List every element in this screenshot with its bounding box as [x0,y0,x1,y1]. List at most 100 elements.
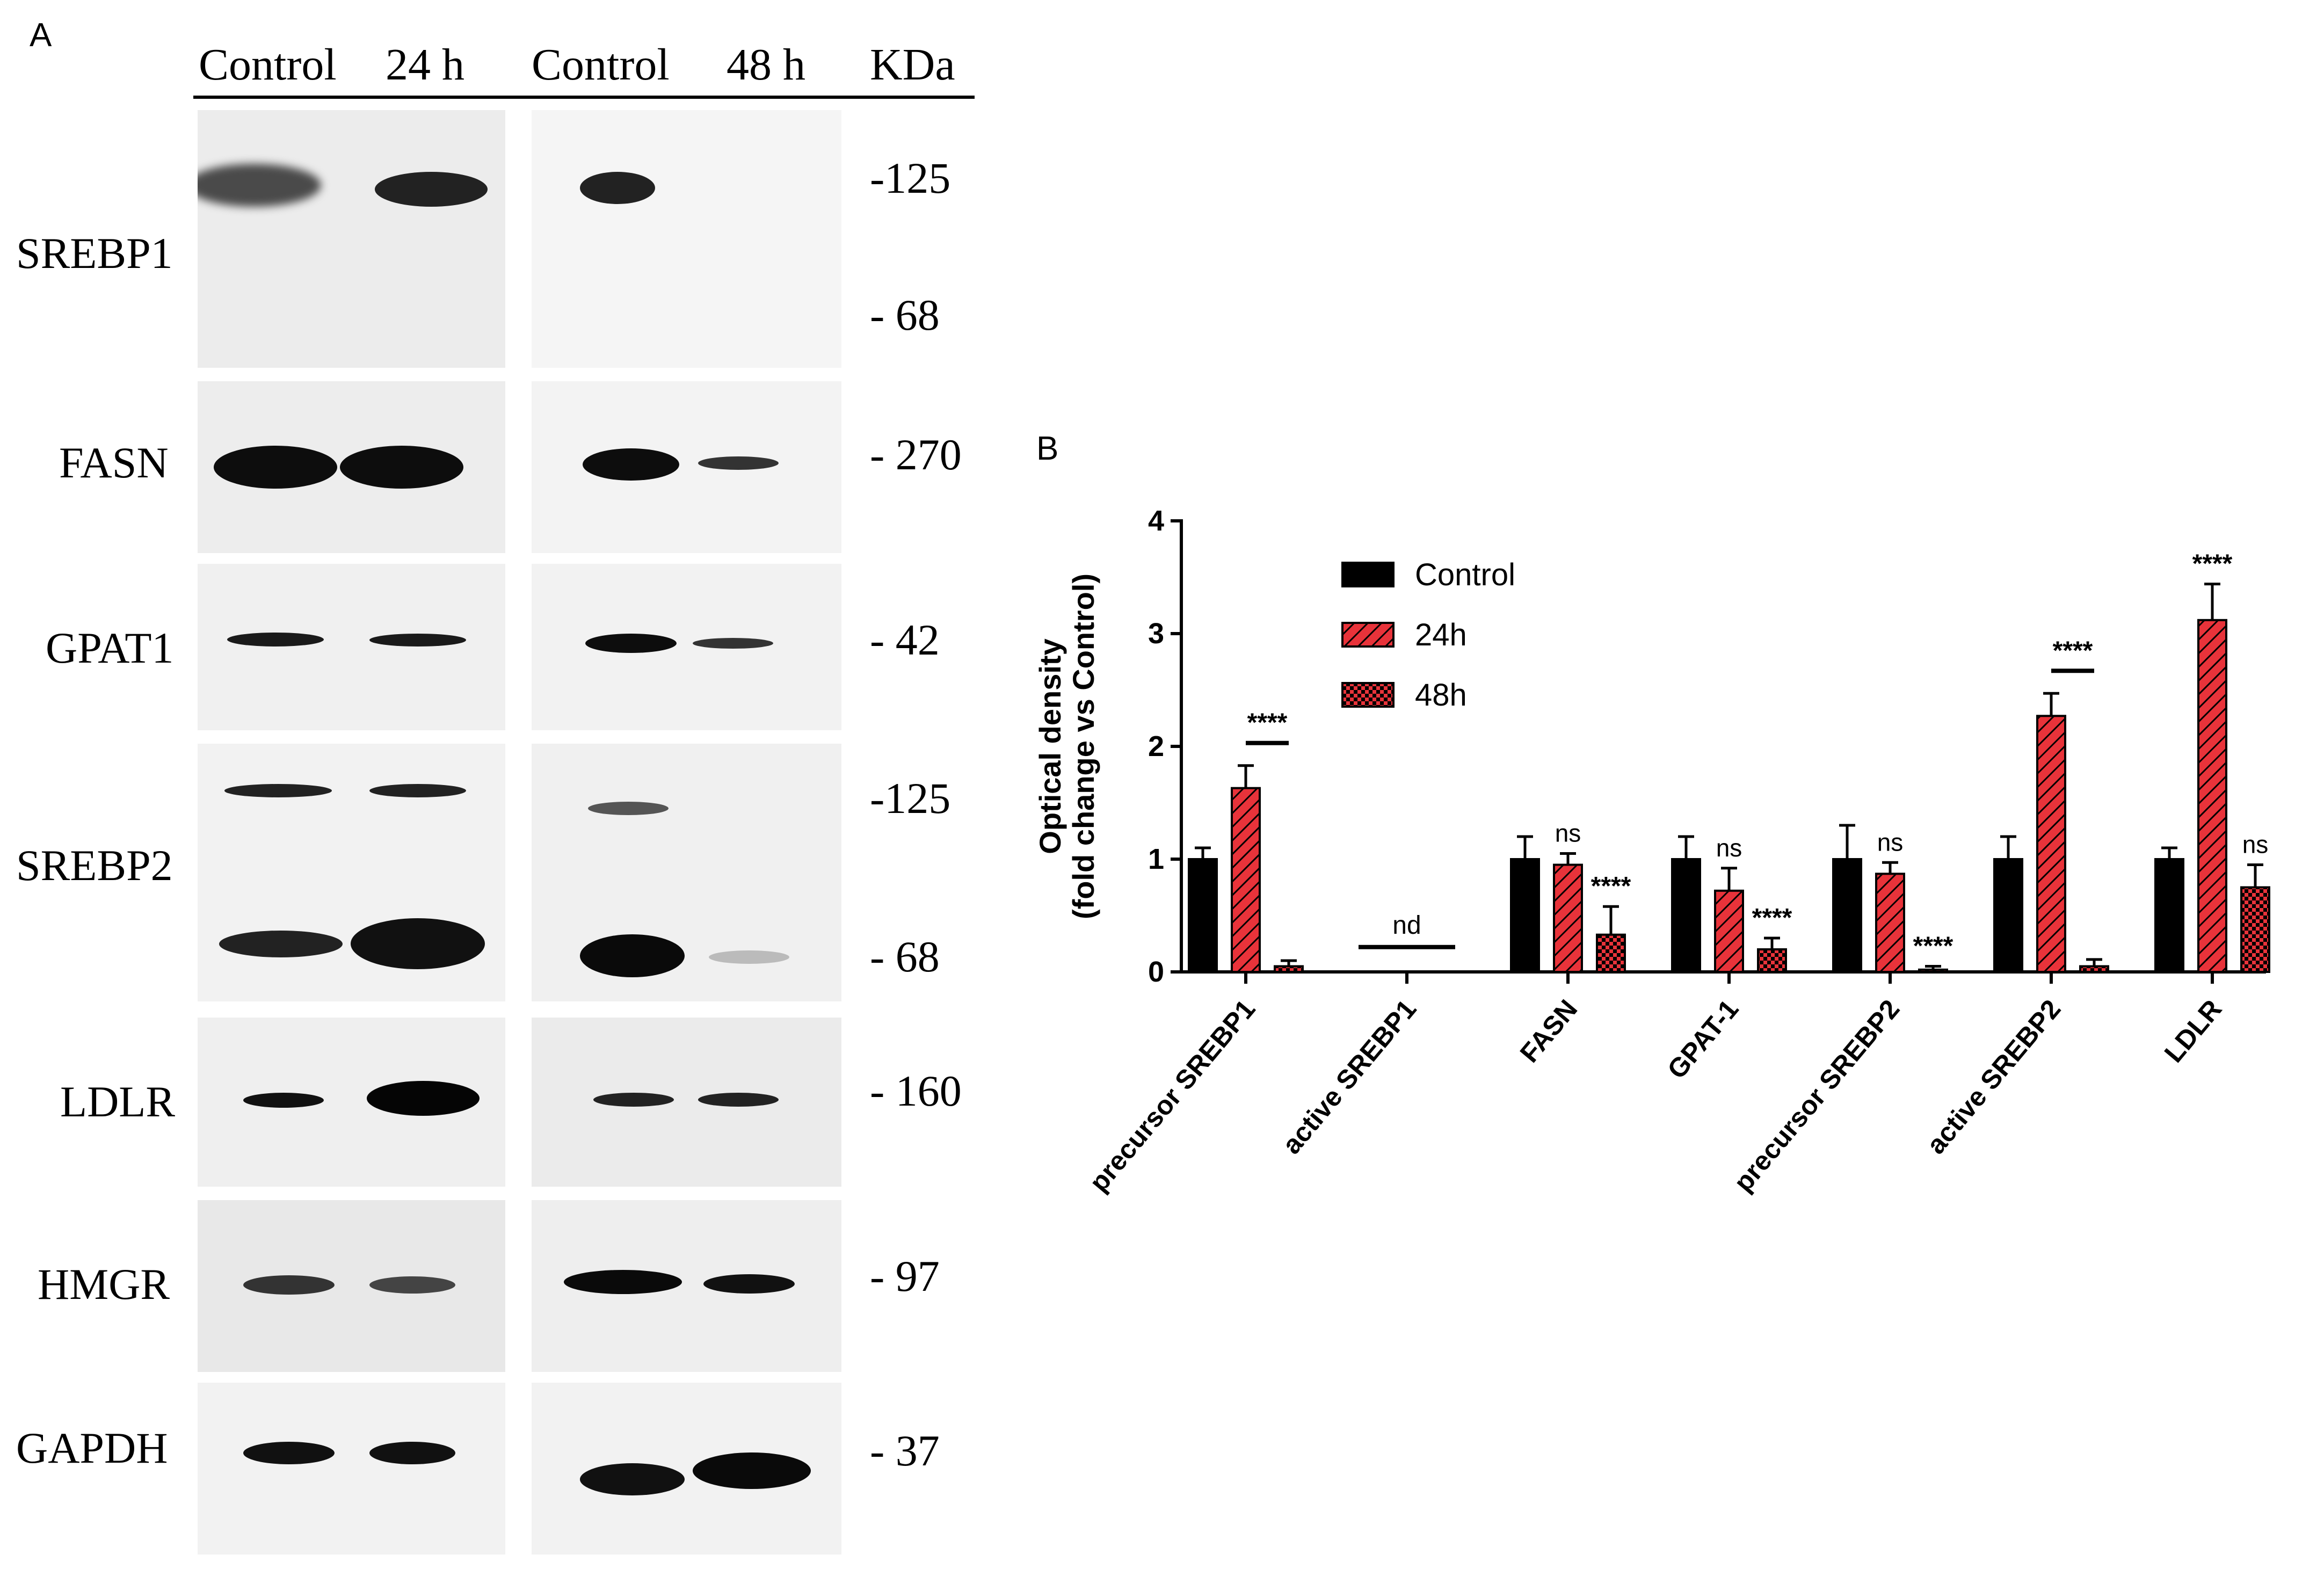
blot-gpat1-left [198,564,505,730]
blot-band [580,1463,685,1495]
kda-marker-125-a: -125 [870,154,951,202]
annotation-significance: **** [1913,932,1953,961]
bar [1671,858,1701,973]
protein-label-srebp1: SREBP1 [16,229,173,278]
blot-gapdh-left [198,1383,505,1555]
blot-band [224,784,332,797]
x-tick-label: precursor SREBP2 [1728,994,1905,1197]
kda-marker-125-b: -125 [870,774,951,823]
x-tick-label: GPAT-1 [1661,994,1744,1085]
blot-ldlr-left [198,1018,505,1187]
blot-hmgr-right [532,1200,841,1372]
lane-header-control-2: Control [532,40,670,90]
bar [2036,715,2066,973]
annotation-significance: ns [1877,828,1904,856]
protein-label-ldlr: LDLR [60,1077,176,1126]
x-tick-label: active SREBP1 [1276,994,1422,1160]
blot-band [580,934,685,977]
bar [1231,787,1261,973]
blot-band [351,918,485,969]
bar [1918,968,1948,974]
legend-swatch [1341,562,1395,587]
protein-label-fasn: FASN [59,438,169,487]
blot-band [703,1274,795,1294]
blot-band [693,1452,811,1489]
blot-band [375,172,488,207]
blot-band [367,1081,480,1116]
bar [2240,886,2270,973]
bar [1875,873,1905,973]
blot-band [227,633,324,647]
protein-label-gapdh: GAPDH [16,1423,168,1472]
blot-band [693,638,773,649]
y-tick-label: 2 [1148,730,1164,762]
bar [1274,965,1304,973]
bar [1714,889,1744,973]
blot-band [583,448,679,481]
bar [1188,858,1218,973]
bar [2197,619,2227,973]
blot-band [698,456,779,470]
bar [1757,948,1787,973]
bar-chart: 0 1 2 3 4 Optical density (fold change vs Cont… [1033,505,2270,1197]
blot-fasn-right [532,381,841,553]
panel-a-letter: A [30,17,52,54]
blot-band [219,931,343,957]
x-tick-label: precursor SREBP1 [1084,994,1261,1197]
lane-header-control-1: Control [199,40,337,90]
blot-band [369,784,466,797]
kda-marker-160: - 160 [870,1066,962,1115]
kda-marker-37: - 37 [870,1426,940,1475]
blot-band [340,446,463,489]
bar [1832,858,1862,973]
blot-band [198,164,321,207]
lane-header-48h: 48 h [727,40,805,90]
blot-band [214,446,337,489]
legend-label: 48h [1415,678,1467,713]
blot-gapdh-right [532,1383,841,1555]
legend-swatch [1341,682,1395,708]
kda-marker-68-b: - 68 [870,932,940,981]
bar [2154,858,2184,973]
legend-label: 24h [1415,618,1467,652]
blot-band [369,1442,455,1464]
x-tick-label: FASN [1514,994,1584,1068]
bar [1993,858,2023,973]
bar [1510,858,1540,973]
blot-band [369,634,466,647]
blot-band [564,1270,682,1294]
blot-band [243,1093,324,1108]
kda-marker-68-a: - 68 [870,290,940,339]
blot-band [243,1442,335,1464]
x-tick-label: active SREBP2 [1921,994,2067,1160]
blot-band [588,802,669,815]
annotation-significance: ns [1716,834,1742,862]
y-tick-label: 4 [1148,505,1164,537]
annotation-significance: ns [2242,831,2269,859]
annotation-significance: ns [1555,819,1581,847]
blot-band [698,1093,779,1107]
annotation-significance: **** [1247,709,1288,737]
annotation-significance: **** [1752,904,1792,932]
legend-label: Control [1415,557,1515,592]
blot-hmgr-left [198,1200,505,1372]
kda-marker-270: - 270 [870,430,962,479]
bar [1596,933,1626,974]
header-rule [193,96,975,99]
bar [1553,863,1583,973]
y-tick-label: 0 [1148,956,1164,988]
annotation-significance: **** [2053,636,2093,665]
y-tick-label: 1 [1148,843,1164,875]
blot-band [580,172,655,204]
kda-header: KDa [870,40,955,90]
blot-band [369,1276,455,1294]
bar [2079,965,2109,973]
protein-label-hmgr: HMGR [38,1260,170,1309]
y-tick-label: 3 [1148,618,1164,650]
blot-band [243,1275,335,1295]
blot-srebp2-right [532,744,841,1001]
annotation-significance: **** [1591,872,1631,900]
lane-header-24h: 24 h [386,40,464,90]
annotation-significance: **** [2192,550,2233,578]
blot-band [585,634,677,653]
